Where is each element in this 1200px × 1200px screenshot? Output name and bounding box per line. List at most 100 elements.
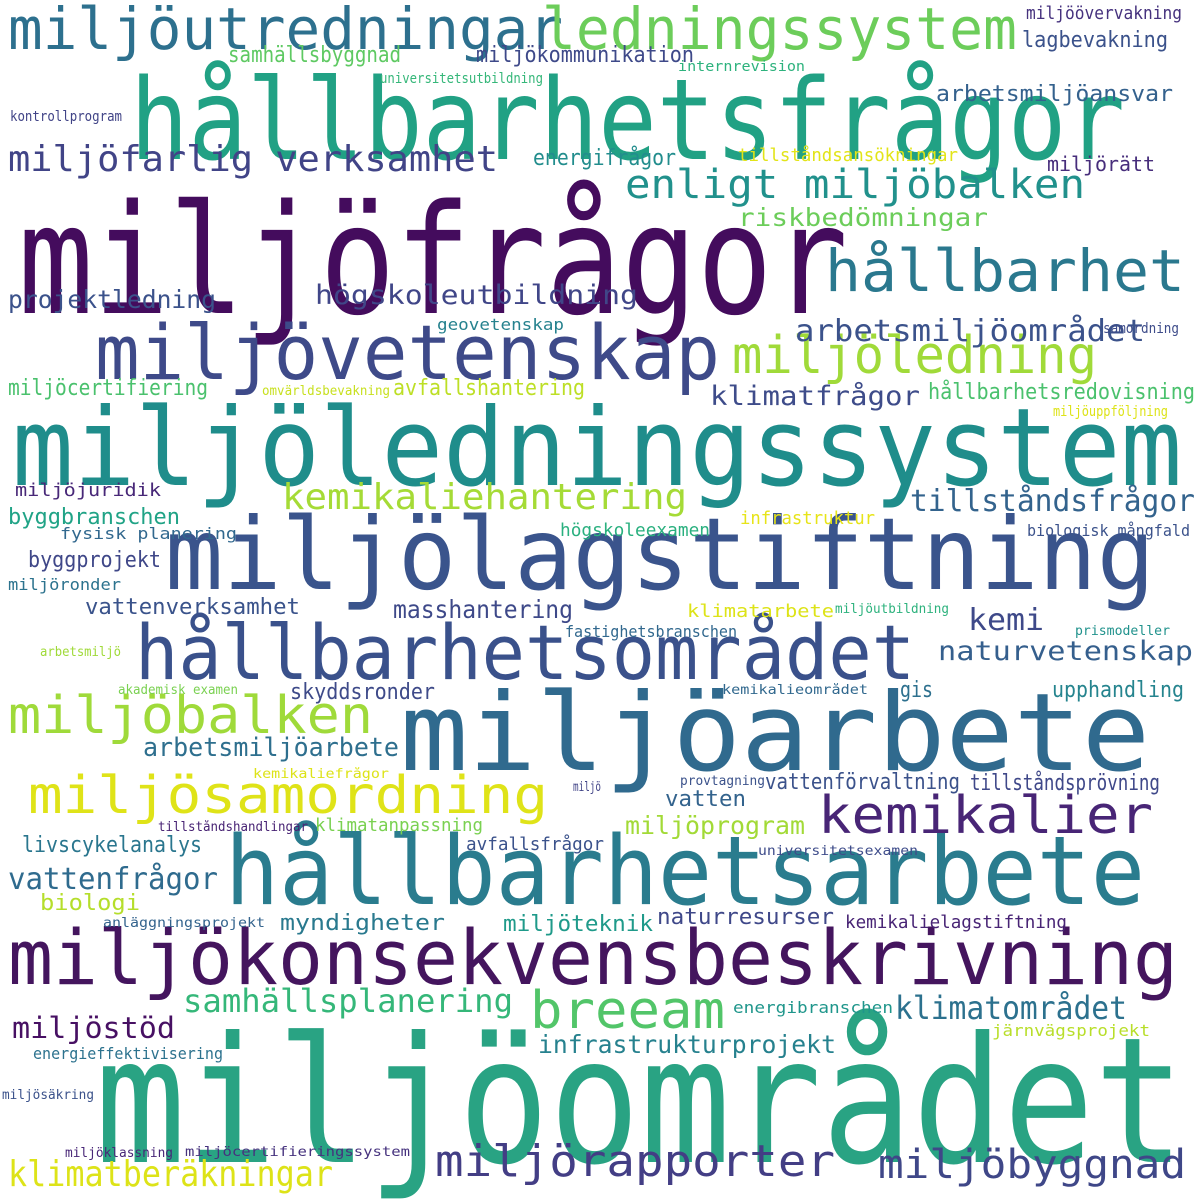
word-cloud-word: miljörapporter: [435, 1136, 836, 1187]
word-cloud-word: naturresurser: [657, 905, 835, 930]
word-cloud-word: kontrollprogram: [10, 109, 123, 125]
word-cloud-word: miljöområdet: [95, 1001, 1185, 1200]
word-cloud-word: miljöledning: [732, 326, 1098, 386]
word-cloud-word: klimatfrågor: [710, 381, 921, 412]
word-cloud-word: miljöcertifieringssystem: [185, 1145, 410, 1160]
word-cloud-word: miljöbalken: [8, 686, 374, 746]
word-cloud-word: kemikalieområdet: [722, 683, 869, 698]
word-cloud-word: vattenfrågor: [8, 862, 219, 897]
word-cloud-word: internrevision: [678, 59, 806, 75]
word-cloud-word: skyddsronder: [290, 680, 436, 705]
word-cloud-word: hållbarhetsområdet: [135, 608, 916, 697]
word-cloud-word: avfallshantering: [393, 376, 586, 401]
word-cloud-word: samhällsplanering: [183, 982, 514, 1020]
word-cloud-word: avfallsfrågor: [466, 834, 605, 855]
word-cloud-word: miljöövervakning: [1026, 3, 1182, 24]
word-cloud-word: miljöledningssystem: [12, 386, 1183, 511]
word-cloud-word: miljökonsekvensbeskrivning: [8, 913, 1179, 1002]
word-cloud-word: hållbarhet: [825, 237, 1186, 305]
word-cloud-word: masshantering: [393, 595, 573, 624]
word-cloud-word: breeam: [530, 981, 726, 1041]
word-cloud-word: klimatberäkningar: [8, 1154, 334, 1195]
word-cloud-word: arbetsmiljöansvar: [936, 82, 1174, 107]
word-cloud-word: miljö: [573, 780, 602, 795]
word-cloud-word: arbetsmiljöområdet: [795, 314, 1146, 349]
word-cloud-word: miljösäkring: [2, 1088, 95, 1103]
word-cloud-word: miljösamordning: [28, 766, 548, 826]
word-cloud-word: klimatområdet: [895, 989, 1127, 1027]
word-cloud-word: arbetsmiljöarbete: [143, 733, 399, 763]
word-cloud-word: klimatarbete: [687, 601, 835, 622]
word-cloud-word: kemikalier: [818, 786, 1154, 846]
word-cloud-word: tillståndshandlingar: [158, 820, 309, 835]
word-cloud-word: ledningssystem: [542, 0, 1017, 63]
word-cloud-word: kemikaliefrågor: [253, 767, 390, 782]
word-cloud-word: universitetsutbildning: [380, 71, 543, 87]
word-cloud-word: projektledning: [8, 285, 217, 314]
word-cloud-word: miljöarbete: [400, 671, 1151, 796]
word-cloud-word: vatten: [665, 787, 747, 812]
word-cloud-word: prismodeller: [1075, 624, 1171, 639]
word-cloud-word: fastighetsbranschen: [565, 622, 738, 641]
word-cloud-word: högskoleutbildning: [315, 280, 639, 311]
word-cloud-word: hållbarhetsfrågor: [130, 56, 1125, 186]
word-cloud-word: infrastruktur: [740, 508, 876, 529]
word-cloud-word: upphandling: [1052, 678, 1185, 703]
word-cloud-word: akademisk examen: [118, 683, 239, 698]
word-cloud-word: naturvetenskap: [938, 636, 1194, 667]
word-cloud-word: miljöronder: [8, 575, 122, 594]
word-cloud-word: omvärldsbevakning: [262, 384, 391, 399]
word-cloud-word: miljöfarlig verksamhet: [8, 139, 498, 180]
word-cloud-word: miljöjuridik: [15, 480, 162, 501]
word-cloud-word: järnvägsprojekt: [992, 1021, 1151, 1040]
word-cloud-word: biologisk mångfald: [1027, 521, 1191, 540]
word-cloud-word: anläggningsprojekt: [103, 916, 266, 931]
word-cloud-word: arbetsmiljö: [40, 645, 121, 660]
word-cloud-word: gis: [900, 678, 934, 703]
word-cloud-word: miljöprogram: [625, 811, 806, 840]
word-cloud-word: energieffektivisering: [33, 1044, 223, 1063]
word-cloud-word: provtagning: [680, 774, 766, 789]
word-cloud-word: högskoleexamen: [560, 520, 711, 541]
word-cloud-word: riskbedömningar: [738, 203, 989, 232]
word-cloud-word: miljölagstiftning: [165, 496, 1156, 613]
word-cloud-word: miljöcertifiering: [8, 376, 208, 401]
word-cloud-word: tillståndsfrågor: [910, 484, 1195, 519]
word-cloud-word: miljöutbildning: [835, 602, 950, 617]
word-cloud-word: miljöteknik: [503, 912, 654, 937]
word-cloud-word: tillståndsansökningar: [738, 145, 958, 166]
word-cloud-word: miljövetenskap: [95, 308, 721, 397]
word-cloud-word: miljöutredningar: [8, 0, 564, 63]
word-cloud-word: myndigheter: [280, 911, 446, 936]
word-cloud-word: fysisk planering: [60, 524, 237, 543]
word-cloud-word: miljöklassning: [65, 1146, 174, 1161]
word-cloud-word: hållbarhetsredovisning: [928, 380, 1196, 405]
word-cloud-word: miljöbyggnad: [878, 1142, 1186, 1188]
word-cloud-word: enligt miljöbalken: [625, 162, 1086, 208]
word-cloud-word: energibranschen: [733, 998, 894, 1017]
word-cloud-word: klimatanpassning: [315, 815, 483, 836]
word-cloud-word: vattenförvaltning: [765, 770, 960, 795]
word-cloud-word: byggprojekt: [28, 548, 162, 573]
word-cloud-word: lagbevakning: [1022, 28, 1169, 53]
word-cloud-word: hållbarhetsarbete: [225, 817, 1146, 927]
word-cloud-word: kemi: [968, 603, 1045, 638]
word-cloud-word: kemikalielagstiftning: [845, 912, 1068, 933]
word-cloud-word: livscykelanalys: [22, 833, 203, 858]
word-cloud-word: biologi: [40, 891, 141, 916]
word-cloud-word: miljöuppföljning: [1053, 404, 1168, 420]
word-cloud-word: tillståndsprövning: [970, 771, 1160, 796]
word-cloud-word: samordning: [1103, 321, 1180, 337]
word-cloud-word: miljöstöd: [12, 1011, 176, 1045]
word-cloud-word: infrastrukturprojekt: [538, 1030, 836, 1059]
word-cloud-word: miljökommunikation: [476, 43, 695, 68]
word-cloud-word: geovetenskap: [437, 315, 565, 334]
word-cloud-word: miljörätt: [1047, 152, 1156, 176]
word-cloud-word: samhällsbyggnad: [228, 43, 402, 68]
word-cloud-word: universitetsexamen: [758, 844, 919, 859]
word-cloud-word: byggbranschen: [8, 505, 180, 530]
word-cloud-word: energifrågor: [533, 146, 677, 171]
word-cloud-word: miljöfrågor: [18, 172, 848, 349]
word-cloud-word: kemikaliehantering: [282, 477, 688, 518]
